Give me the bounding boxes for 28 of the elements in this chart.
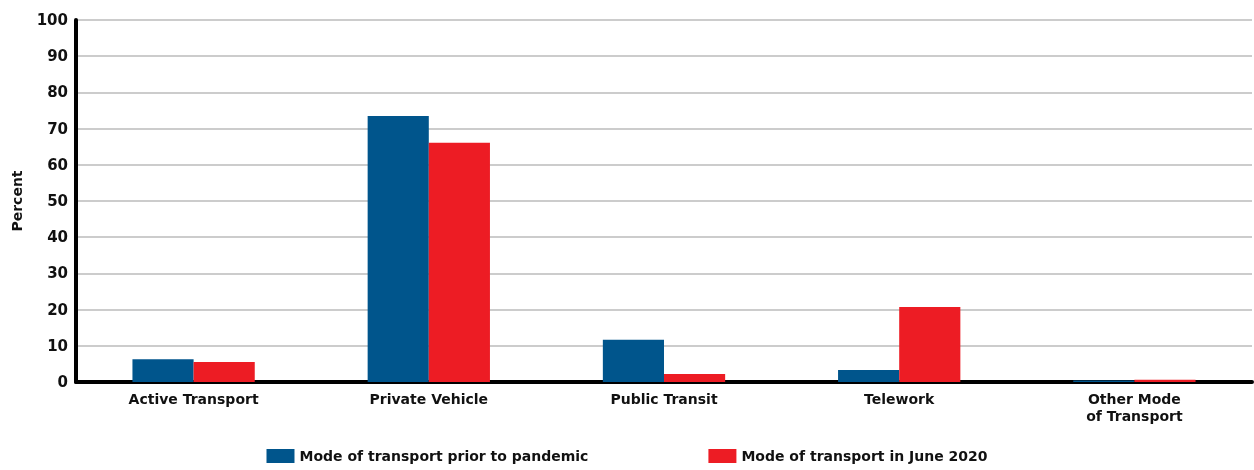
legend-label: Mode of transport prior to pandemic [299, 448, 589, 464]
bar [838, 370, 900, 382]
legend-label: Mode of transport in June 2020 [741, 448, 988, 464]
bar [899, 307, 961, 382]
bar [193, 362, 255, 382]
x-tick-label: Public Transit [610, 390, 718, 407]
x-tick-label: Other Mode of Transport [1086, 390, 1183, 424]
y-tick-label: 60 [47, 155, 68, 174]
y-tick-label: 100 [36, 11, 68, 29]
x-tick-label: Private Vehicle [369, 390, 489, 407]
y-tick-label: 20 [47, 300, 68, 319]
y-tick-label: 10 [47, 336, 68, 355]
x-tick-label: Telework [864, 390, 936, 407]
y-tick-label: 40 [47, 228, 68, 247]
bar [602, 339, 664, 382]
y-tick-label: 80 [47, 83, 68, 102]
y-axis-title: Percent [9, 170, 25, 232]
y-tick-label: 70 [47, 119, 68, 138]
x-tick-label: Active Transport [128, 390, 259, 407]
bar [1134, 379, 1196, 382]
y-tick-label: 30 [47, 264, 68, 283]
bar [132, 359, 194, 382]
y-tick-label: 0 [57, 373, 68, 391]
bar [428, 142, 490, 382]
y-tick-label: 50 [47, 192, 68, 210]
bar [664, 374, 726, 382]
y-tick-label: 90 [47, 47, 68, 66]
bar [367, 115, 429, 382]
